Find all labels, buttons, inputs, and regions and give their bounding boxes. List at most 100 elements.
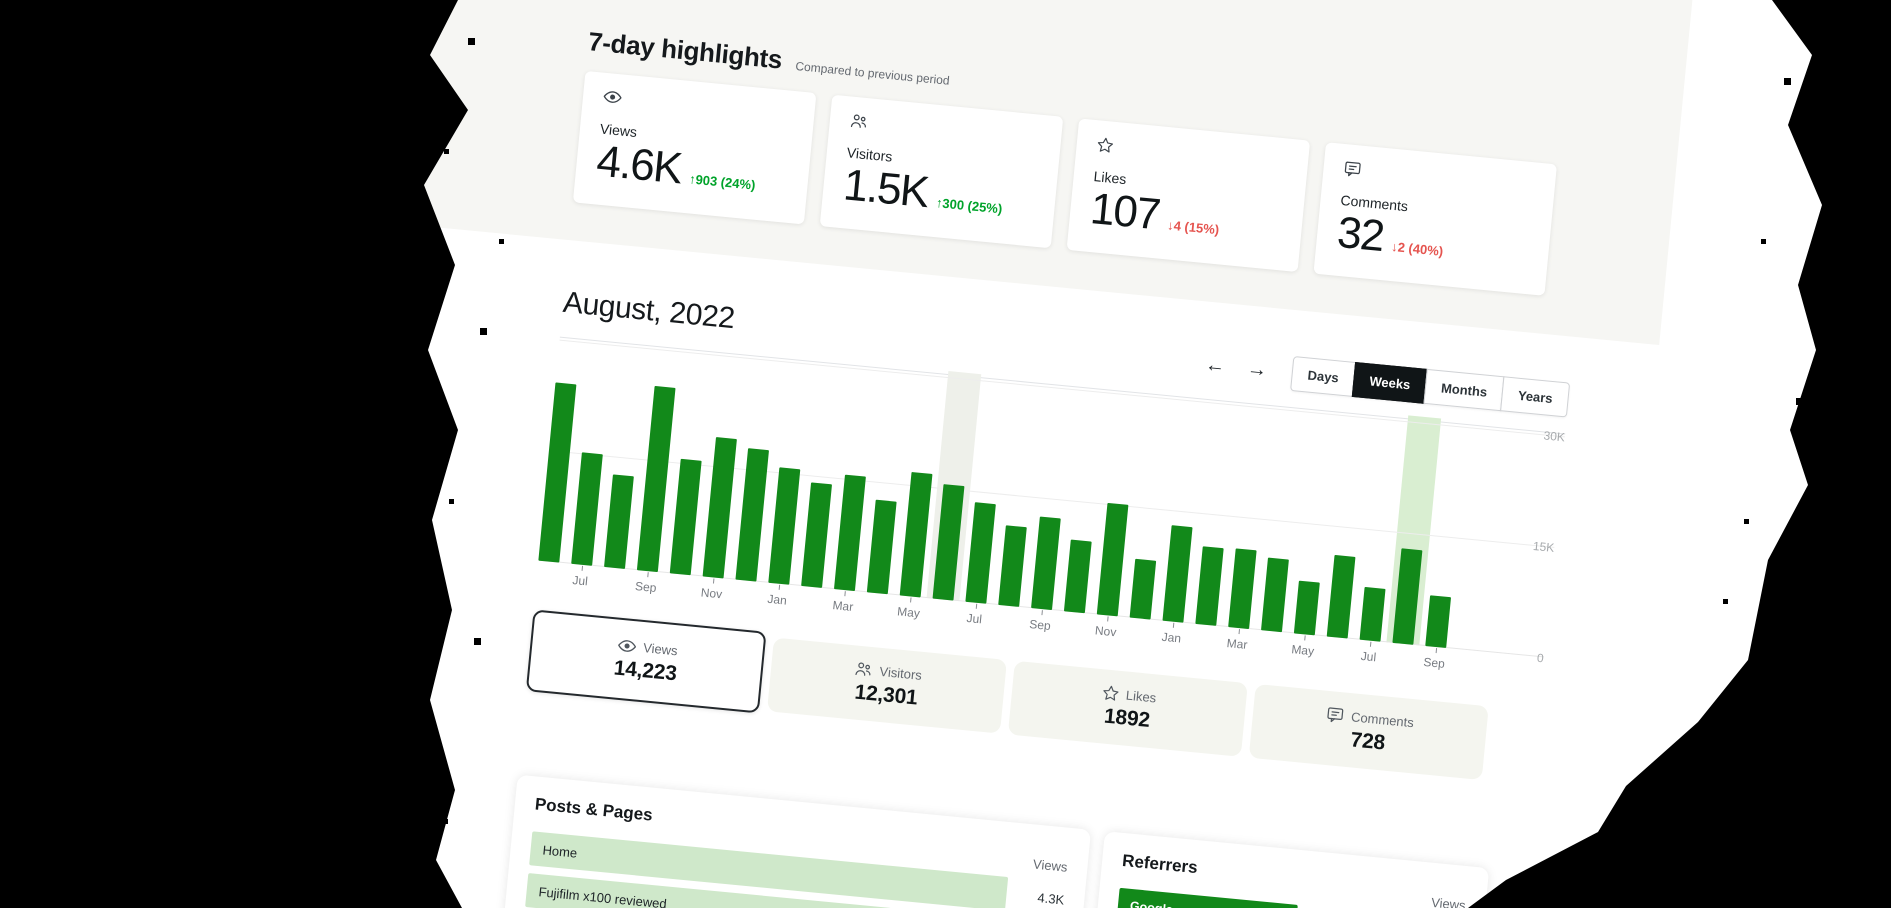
chart-bar[interactable] (1031, 516, 1061, 611)
chart-bar[interactable] (1261, 557, 1289, 633)
metric-tab-likes[interactable]: Likes 1892 (1007, 660, 1248, 757)
metric-tab-views[interactable]: Views 14,223 (525, 609, 767, 714)
metric-tabs: Views 14,223 Visitors 12,301 Likes 1892 Commen… (525, 609, 1539, 787)
x-axis-tick (1303, 635, 1306, 641)
post-row-views-value: 4.3K (1036, 889, 1065, 908)
metric-tab-label: Likes (1125, 687, 1157, 705)
referrers-views-column-header: Views (1430, 894, 1467, 908)
highlight-card-comments[interactable]: Comments 32 ↓2 (40%) (1313, 142, 1558, 296)
chart-bar[interactable] (1129, 558, 1157, 620)
comment-icon (1343, 160, 1536, 198)
referrer-row-label: Google (1129, 898, 1174, 908)
range-tab-months[interactable]: Months (1423, 368, 1505, 411)
x-axis-label: Jul (571, 573, 589, 589)
metric-tab-value: 14,223 (612, 655, 678, 685)
chart-bar[interactable] (636, 385, 676, 573)
chart-bar[interactable] (1162, 525, 1193, 623)
y-axis-label: 15K (1532, 538, 1555, 555)
prev-period-arrow-icon[interactable]: ← (1204, 353, 1227, 377)
x-axis-label: Jul (1360, 648, 1377, 665)
chart-bar[interactable] (998, 525, 1027, 607)
x-axis-label: Mar (1226, 636, 1249, 652)
metric-tab-value: 728 (1349, 727, 1387, 755)
highlights-title: 7-day highlights (586, 26, 784, 75)
chart-bar[interactable] (965, 502, 996, 604)
metric-tab-label: Views (642, 639, 679, 658)
y-axis-label: 0 (1536, 650, 1545, 666)
x-axis-label: Sep (1422, 654, 1446, 671)
posts-views-column-header: Views (1032, 856, 1069, 875)
chart-bar[interactable] (1063, 539, 1092, 614)
chart-bar[interactable] (1195, 546, 1224, 626)
highlight-card-likes[interactable]: Likes 107 ↓4 (15%) (1066, 118, 1311, 273)
highlight-cards: Views 4.6K ↑903 (24%) Visitors 1.5K ↑300 (25%… (399, 54, 1676, 307)
people-icon (849, 112, 1042, 150)
x-axis-label: Jan (766, 591, 788, 608)
chart-bar[interactable] (866, 499, 897, 595)
highlight-card-delta: ↓2 (40%) (1390, 239, 1444, 260)
highlight-card-value: 4.6K (594, 136, 684, 194)
bottom-panels: Posts & Pages Views Home 4.3K Fujifilm x10… (488, 774, 1523, 908)
chart-bar[interactable] (1293, 580, 1320, 636)
chart-bar[interactable] (604, 474, 634, 569)
x-axis-label: May (1290, 642, 1315, 659)
x-axis-label: Mar (831, 598, 854, 614)
x-axis-tick (909, 597, 912, 603)
posts-pages-title: Posts & Pages (534, 794, 654, 825)
chart-bar[interactable] (1096, 502, 1129, 617)
comment-icon (1326, 706, 1345, 723)
star-icon (1096, 136, 1289, 174)
left-noise-border (0, 0, 468, 908)
x-axis-label: Sep (1028, 616, 1052, 633)
range-tab-weeks[interactable]: Weeks (1351, 361, 1428, 404)
chart-bar[interactable] (538, 382, 577, 563)
eye-icon (617, 637, 637, 654)
referrers-title: Referrers (1121, 851, 1199, 878)
y-axis-label: 30K (1542, 428, 1566, 445)
metric-tab-visitors[interactable]: Visitors 12,301 (766, 637, 1007, 734)
referrers-panel: Referrers Views Google6.2K (1075, 831, 1490, 908)
x-axis-tick (1435, 648, 1437, 654)
chart-bar[interactable] (702, 437, 737, 579)
people-icon (854, 661, 873, 678)
highlight-card-visitors[interactable]: Visitors 1.5K ↑300 (25%) (819, 94, 1064, 249)
chart-bar[interactable] (801, 482, 833, 588)
chart-bar[interactable] (1425, 595, 1452, 649)
stats-page-sheet: 7-day highlights Compared to previous pe… (309, 0, 1891, 908)
chart-bar[interactable] (669, 458, 702, 576)
next-period-arrow-icon[interactable]: → (1246, 357, 1269, 382)
chart-bar[interactable] (1228, 548, 1257, 630)
period-nav: ← → (1204, 353, 1268, 382)
highlight-card-value: 107 (1088, 184, 1162, 240)
highlight-card-delta: ↓4 (15%) (1166, 217, 1220, 238)
x-axis-tick (843, 591, 846, 597)
star-icon (1101, 685, 1119, 702)
x-axis-tick (1369, 641, 1371, 647)
range-tab-days[interactable]: Days (1290, 355, 1357, 397)
posts-pages-panel: Posts & Pages Views Home 4.3K Fujifilm x10… (488, 774, 1092, 908)
x-axis-tick (1238, 629, 1240, 635)
highlights-section: 7-day highlights Compared to previous pe… (395, 0, 1695, 346)
chart-bar[interactable] (833, 474, 866, 592)
x-axis-tick (975, 603, 977, 609)
x-axis-tick (1106, 616, 1109, 622)
metric-tab-value: 1892 (1103, 704, 1151, 732)
chart-bar[interactable] (768, 467, 801, 585)
x-axis-tick (712, 578, 714, 584)
chart-bar[interactable] (571, 452, 603, 566)
noise-speckles (0, 0, 3, 3)
highlight-card-views[interactable]: Views 4.6K ↑903 (24%) (572, 70, 817, 225)
metric-tab-comments[interactable]: Comments 728 (1248, 683, 1489, 781)
range-tab-years[interactable]: Years (1500, 375, 1571, 418)
chart-bar[interactable] (1359, 586, 1386, 642)
x-axis-tick (581, 565, 583, 571)
metric-tab-label: Comments (1350, 708, 1415, 730)
highlight-card-value: 1.5K (841, 160, 931, 218)
highlight-card-value: 32 (1335, 207, 1386, 261)
x-axis-tick (646, 572, 649, 578)
chart-bar[interactable] (1326, 554, 1356, 639)
post-row-label: Home (541, 841, 578, 861)
period-title: August, 2022 (561, 285, 737, 336)
post-row-label: Fujifilm x100 reviewed (537, 883, 668, 908)
